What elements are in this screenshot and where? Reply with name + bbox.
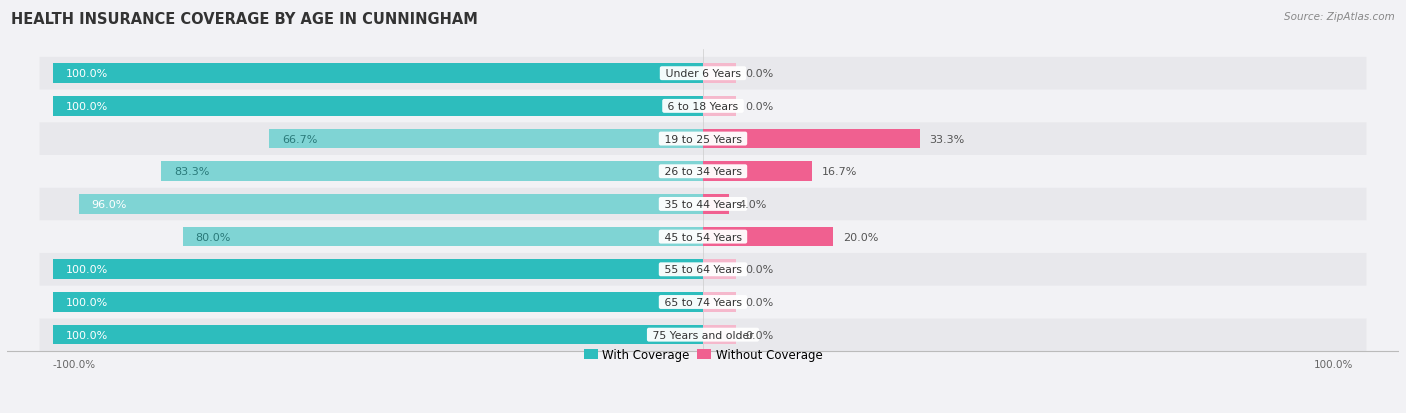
Bar <box>52 260 703 280</box>
Text: 100.0%: 100.0% <box>66 69 108 79</box>
FancyBboxPatch shape <box>39 221 1367 253</box>
Bar <box>269 129 703 149</box>
Text: 0.0%: 0.0% <box>745 330 773 340</box>
Bar <box>703 195 730 214</box>
Legend: With Coverage, Without Coverage: With Coverage, Without Coverage <box>579 344 827 366</box>
FancyBboxPatch shape <box>39 90 1367 123</box>
Text: 26 to 34 Years: 26 to 34 Years <box>661 167 745 177</box>
Text: 100.0%: 100.0% <box>1315 358 1354 369</box>
Bar <box>703 162 811 182</box>
Text: -100.0%: -100.0% <box>52 358 96 369</box>
Text: 4.0%: 4.0% <box>738 199 768 209</box>
Text: 0.0%: 0.0% <box>745 102 773 112</box>
Text: 0.0%: 0.0% <box>745 297 773 307</box>
Bar <box>703 260 735 280</box>
Text: 55 to 64 Years: 55 to 64 Years <box>661 265 745 275</box>
Bar <box>162 162 703 182</box>
Text: 100.0%: 100.0% <box>66 102 108 112</box>
FancyBboxPatch shape <box>39 253 1367 286</box>
FancyBboxPatch shape <box>39 318 1367 351</box>
Text: 20.0%: 20.0% <box>842 232 879 242</box>
Text: HEALTH INSURANCE COVERAGE BY AGE IN CUNNINGHAM: HEALTH INSURANCE COVERAGE BY AGE IN CUNN… <box>11 12 478 27</box>
Text: 33.3%: 33.3% <box>929 134 965 144</box>
Bar <box>703 64 735 84</box>
Bar <box>52 325 703 344</box>
Text: 100.0%: 100.0% <box>66 297 108 307</box>
Bar <box>52 64 703 84</box>
Text: 19 to 25 Years: 19 to 25 Years <box>661 134 745 144</box>
Text: 65 to 74 Years: 65 to 74 Years <box>661 297 745 307</box>
Text: 16.7%: 16.7% <box>821 167 856 177</box>
FancyBboxPatch shape <box>39 156 1367 188</box>
Text: 66.7%: 66.7% <box>283 134 318 144</box>
Bar <box>703 227 834 247</box>
FancyBboxPatch shape <box>39 123 1367 156</box>
Bar <box>703 129 920 149</box>
Text: Under 6 Years: Under 6 Years <box>662 69 744 79</box>
Bar <box>52 292 703 312</box>
Text: 6 to 18 Years: 6 to 18 Years <box>664 102 742 112</box>
Bar <box>703 97 735 116</box>
Text: 75 Years and older: 75 Years and older <box>650 330 756 340</box>
Text: Source: ZipAtlas.com: Source: ZipAtlas.com <box>1284 12 1395 22</box>
Text: 100.0%: 100.0% <box>66 265 108 275</box>
Bar <box>703 325 735 344</box>
Text: 35 to 44 Years: 35 to 44 Years <box>661 199 745 209</box>
Text: 100.0%: 100.0% <box>66 330 108 340</box>
FancyBboxPatch shape <box>39 286 1367 318</box>
Bar <box>703 292 735 312</box>
Bar <box>52 97 703 116</box>
Text: 45 to 54 Years: 45 to 54 Years <box>661 232 745 242</box>
Text: 0.0%: 0.0% <box>745 265 773 275</box>
Text: 0.0%: 0.0% <box>745 69 773 79</box>
Text: 80.0%: 80.0% <box>195 232 231 242</box>
Text: 96.0%: 96.0% <box>91 199 127 209</box>
FancyBboxPatch shape <box>39 58 1367 90</box>
FancyBboxPatch shape <box>39 188 1367 221</box>
Text: 83.3%: 83.3% <box>174 167 209 177</box>
Bar <box>183 227 703 247</box>
Bar <box>79 195 703 214</box>
